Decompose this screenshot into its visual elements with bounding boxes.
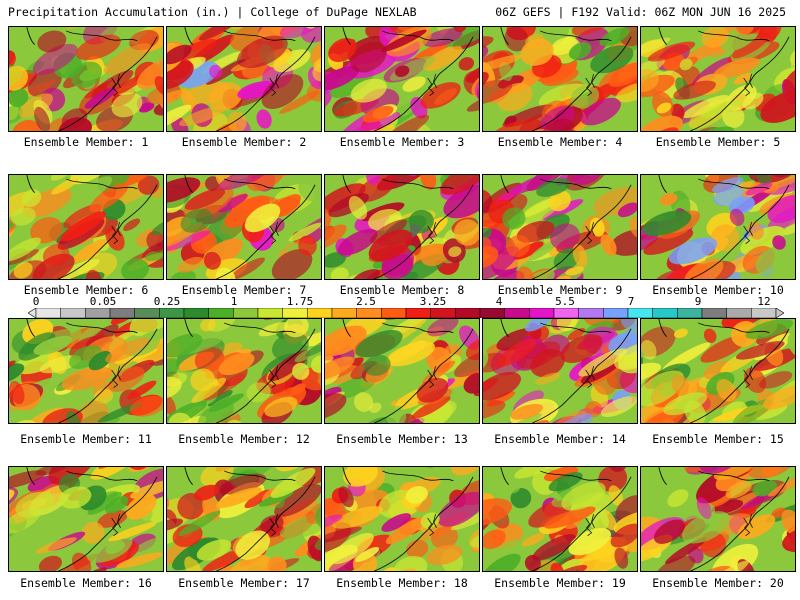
colorbar-segment	[751, 308, 777, 318]
ensemble-member-label-4: Ensemble Member: 4	[497, 135, 623, 149]
ensemble-member-map-11	[8, 318, 164, 424]
colorbar-segment	[183, 308, 209, 318]
ensemble-member-map-17	[166, 466, 322, 572]
colorbar-segment	[677, 308, 703, 318]
ensemble-member-label-16: Ensemble Member: 16	[20, 576, 152, 590]
ensemble-member-label-6: Ensemble Member: 6	[23, 283, 149, 297]
ensemble-member-label-15: Ensemble Member: 15	[652, 432, 784, 446]
ensemble-member-label-18: Ensemble Member: 18	[336, 576, 468, 590]
colorbar-left-arrow	[28, 308, 37, 318]
ensemble-member-label-13: Ensemble Member: 13	[336, 432, 468, 446]
colorbar-segment	[553, 308, 579, 318]
ensemble-member-label-2: Ensemble Member: 2	[181, 135, 307, 149]
ensemble-member-map-6	[8, 174, 164, 280]
colorbar-tick-label: 2.5	[356, 295, 376, 308]
colorbar-segment	[331, 308, 357, 318]
colorbar-segment	[282, 308, 308, 318]
ensemble-member-label-5: Ensemble Member: 5	[655, 135, 781, 149]
colorbar-segment	[627, 308, 653, 318]
colorbar-segment	[257, 308, 283, 318]
colorbar-segment	[307, 308, 333, 318]
ensemble-member-map-12	[166, 318, 322, 424]
colorbar-segment	[726, 308, 752, 318]
ensemble-member-label-3: Ensemble Member: 3	[339, 135, 465, 149]
ensemble-member-map-7	[166, 174, 322, 280]
ensemble-member-map-8	[324, 174, 480, 280]
ensemble-member-map-16	[8, 466, 164, 572]
colorbar-segment	[405, 308, 431, 318]
colorbar-segment	[159, 308, 185, 318]
colorbar-segment	[381, 308, 407, 318]
colorbar-tick-label: 12	[757, 295, 771, 308]
colorbar-tick-label: 5.5	[555, 295, 575, 308]
colorbar-segment	[603, 308, 629, 318]
colorbar-segment	[109, 308, 135, 318]
colorbar-segment	[529, 308, 555, 318]
precip-colorbar	[28, 308, 784, 318]
ensemble-member-map-4	[482, 26, 638, 132]
colorbar-segment	[430, 308, 456, 318]
colorbar-segment	[134, 308, 160, 318]
ensemble-member-map-2	[166, 26, 322, 132]
ensemble-member-label-20: Ensemble Member: 20	[652, 576, 784, 590]
colorbar-segment	[455, 308, 481, 318]
ensemble-member-label-9: Ensemble Member: 9	[497, 283, 623, 297]
colorbar-segment	[35, 308, 61, 318]
colorbar-tick-label: 3.25	[419, 295, 447, 308]
ensemble-member-map-20	[640, 466, 796, 572]
colorbar-tick-label: 1	[230, 295, 238, 308]
model-valid-time: 06Z GEFS | F192 Valid: 06Z MON JUN 16 20…	[495, 5, 786, 19]
colorbar-segment	[504, 308, 530, 318]
colorbar-tick-label: 9	[694, 295, 702, 308]
ensemble-member-label-14: Ensemble Member: 14	[494, 432, 626, 446]
map-title: Precipitation Accumulation (in.) | Colle…	[8, 5, 417, 19]
ensemble-member-map-10	[640, 174, 796, 280]
colorbar-tick-label: 0.05	[89, 295, 117, 308]
colorbar-segment	[208, 308, 234, 318]
colorbar-segment	[85, 308, 111, 318]
ensemble-member-label-11: Ensemble Member: 11	[20, 432, 152, 446]
ensemble-member-map-9	[482, 174, 638, 280]
ensemble-member-map-18	[324, 466, 480, 572]
colorbar-segment	[701, 308, 727, 318]
ensemble-member-map-13	[324, 318, 480, 424]
ensemble-member-map-19	[482, 466, 638, 572]
colorbar-segment	[652, 308, 678, 318]
ensemble-member-label-7: Ensemble Member: 7	[181, 283, 307, 297]
colorbar-tick-label: 4	[495, 295, 503, 308]
colorbar-tick-label: 0	[32, 295, 40, 308]
colorbar-tick-label: 7	[627, 295, 635, 308]
colorbar-segment	[578, 308, 604, 318]
ensemble-member-label-8: Ensemble Member: 8	[339, 283, 465, 297]
ensemble-member-map-15	[640, 318, 796, 424]
ensemble-member-label-1: Ensemble Member: 1	[23, 135, 149, 149]
ensemble-member-label-19: Ensemble Member: 19	[494, 576, 626, 590]
ensemble-member-map-5	[640, 26, 796, 132]
colorbar-segment	[233, 308, 259, 318]
ensemble-member-label-10: Ensemble Member: 10	[652, 283, 784, 297]
ensemble-member-map-1	[8, 26, 164, 132]
ensemble-member-map-3	[324, 26, 480, 132]
colorbar-tick-label: 0.25	[153, 295, 181, 308]
ensemble-member-map-14	[482, 318, 638, 424]
ensemble-member-label-12: Ensemble Member: 12	[178, 432, 310, 446]
ensemble-member-label-17: Ensemble Member: 17	[178, 576, 310, 590]
colorbar-tick-label: 1.75	[286, 295, 314, 308]
colorbar-segment	[60, 308, 86, 318]
colorbar-segment	[356, 308, 382, 318]
colorbar-right-arrow	[775, 308, 784, 318]
colorbar-segment	[479, 308, 505, 318]
